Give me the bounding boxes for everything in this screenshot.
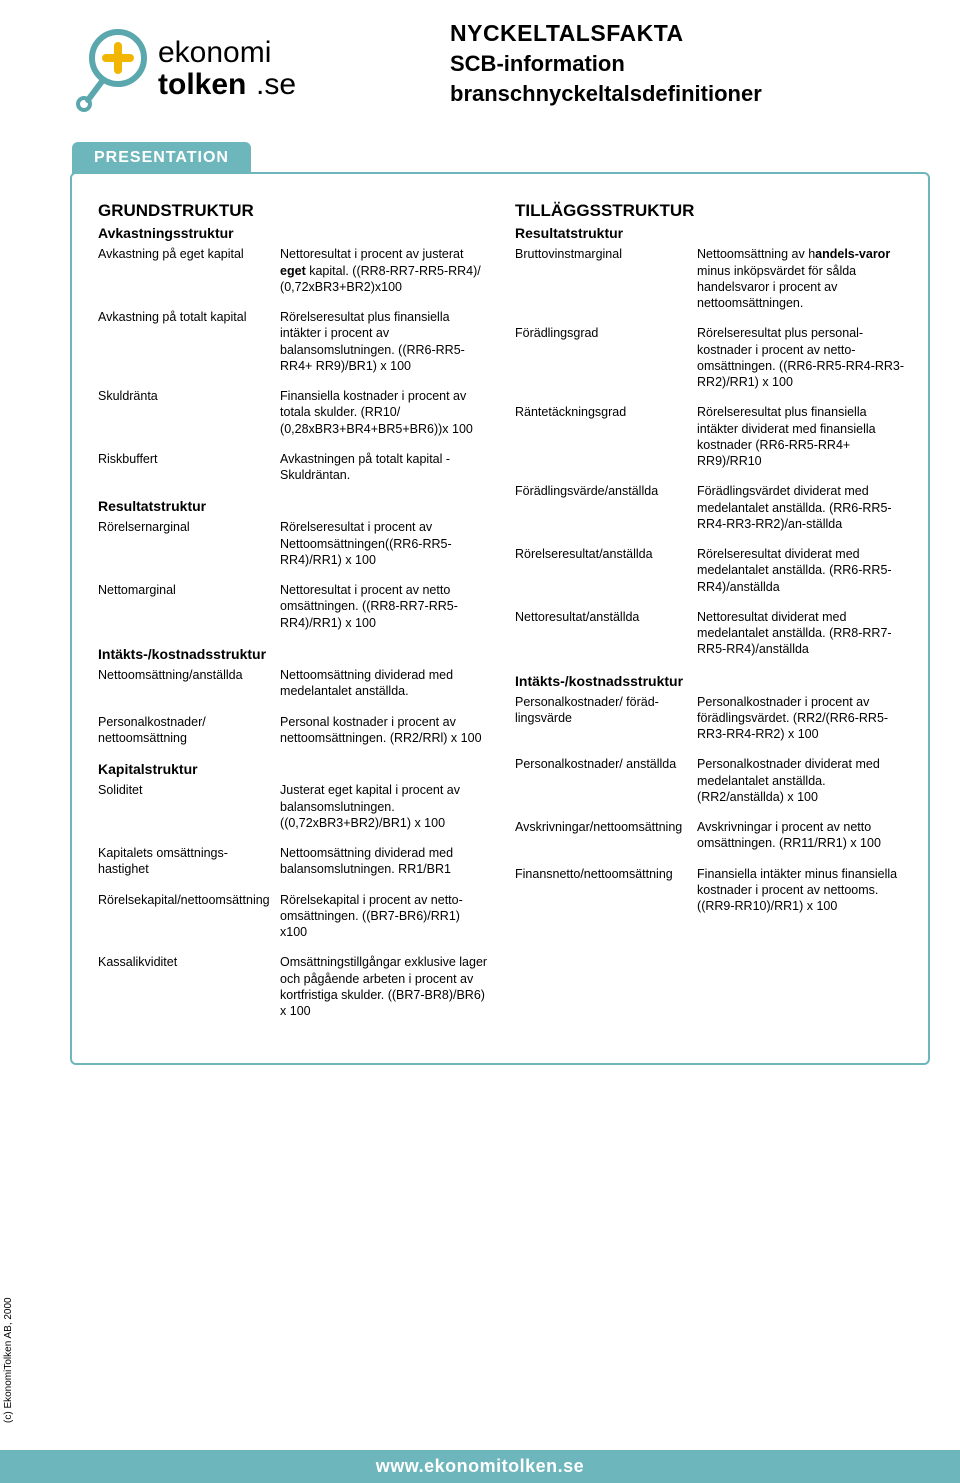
def-term: Personalkostnader/ föräd-lingsvärde: [515, 694, 687, 743]
def-row: Riskbuffert Avkastningen på totalt kapit…: [98, 451, 489, 484]
def-term: Nettomarginal: [98, 582, 270, 631]
section-kapital: Kapitalstruktur: [98, 760, 489, 778]
left-column: GRUNDSTRUKTUR Avkastningsstruktur Avkast…: [98, 200, 489, 1033]
def-row: Avkastning på totalt kapital Rörelseresu…: [98, 309, 489, 374]
def-term: Skuldränta: [98, 388, 270, 437]
page-title-1: NYCKELTALSFAKTA: [450, 20, 930, 47]
def-term: Kassalikviditet: [98, 954, 270, 1019]
def-desc: Avskrivningar i procent av netto omsättn…: [697, 819, 906, 852]
def-desc: Personal kostnader i procent av nettooms…: [280, 714, 489, 747]
def-term: Nettoresultat/anställda: [515, 609, 687, 658]
section-intakt-right: Intäkts-/kostnadsstruktur: [515, 672, 906, 690]
title-block: NYCKELTALSFAKTA SCB-information branschn…: [330, 18, 930, 107]
def-row: Räntetäckningsgrad Rörelseresultat plus …: [515, 404, 906, 469]
section-avkastning: Avkastningsstruktur: [98, 224, 489, 242]
def-row: Förädlingsgrad Rörelseresultat plus pers…: [515, 325, 906, 390]
def-row: Personalkostnader/ föräd-lingsvärde Pers…: [515, 694, 906, 743]
right-column: TILLÄGGSSTRUKTUR Resultatstruktur Brutto…: [515, 200, 906, 1033]
def-term: Bruttovinstmarginal: [515, 246, 687, 311]
def-desc: Rörelseresultat i procent av Nettoomsätt…: [280, 519, 489, 568]
def-row: Nettoomsättning/anställda Nettoomsättnin…: [98, 667, 489, 700]
def-row: Förädlingsvärde/anställda Förädlingsvärd…: [515, 483, 906, 532]
def-row: Kassalikviditet Omsättningstillgångar ex…: [98, 954, 489, 1019]
svg-text:ekonomi: ekonomi: [158, 36, 271, 69]
def-desc: Rörelseresultat plus finansiella intäkte…: [697, 404, 906, 469]
footer-url: www.ekonomitolken.se: [0, 1450, 960, 1483]
def-desc: Finansiella intäkter minus finansiella k…: [697, 866, 906, 915]
def-row: Personalkostnader/ nettoomsättning Perso…: [98, 714, 489, 747]
presentation-tab: PRESENTATION: [72, 142, 251, 174]
def-desc: Rörelseresultat plus finansiella intäkte…: [280, 309, 489, 374]
def-term: Soliditet: [98, 782, 270, 831]
def-desc: Personalkostnader i procent av förädling…: [697, 694, 906, 743]
def-desc: Nettoresultat i procent av justerat eget…: [280, 246, 489, 295]
def-row: Personalkostnader/ anställda Personalkos…: [515, 756, 906, 805]
section-resultat-right: Resultatstruktur: [515, 224, 906, 242]
svg-text:.se: .se: [256, 68, 296, 101]
def-desc: Rörelseresultat plus personal-kostnader …: [697, 325, 906, 390]
def-row: Bruttovinstmarginal Nettoomsättning av h…: [515, 246, 906, 311]
def-desc: Nettoomsättning av handels-varor minus i…: [697, 246, 906, 311]
def-desc: Personalkostnader dividerat med medelant…: [697, 756, 906, 805]
def-term: Förädlingsgrad: [515, 325, 687, 390]
def-desc: Förädlingsvärdet dividerat med medelanta…: [697, 483, 906, 532]
def-desc: Rörelsekapital i procent av netto-omsätt…: [280, 892, 489, 941]
def-desc: Finansiella kostnader i procent av total…: [280, 388, 489, 437]
def-desc: Nettoomsättning dividerad med balansomsl…: [280, 845, 489, 878]
def-term: Personalkostnader/ anställda: [515, 756, 687, 805]
def-row: Finansnetto/nettoomsättning Finansiella …: [515, 866, 906, 915]
def-desc: Rörelseresultat dividerat med medelantal…: [697, 546, 906, 595]
def-term: Riskbuffert: [98, 451, 270, 484]
def-term: Förädlingsvärde/anställda: [515, 483, 687, 532]
header: ekonomi tolken .se NYCKELTALSFAKTA SCB-i…: [70, 18, 930, 114]
def-desc: Justerat eget kapital i procent av balan…: [280, 782, 489, 831]
section-resultat-left: Resultatstruktur: [98, 497, 489, 515]
def-term: Kapitalets omsättnings-hastighet: [98, 845, 270, 878]
def-row: Skuldränta Finansiella kostnader i proce…: [98, 388, 489, 437]
right-main-heading: TILLÄGGSSTRUKTUR: [515, 200, 906, 222]
def-row: Nettomarginal Nettoresultat i procent av…: [98, 582, 489, 631]
def-desc: Nettoresultat i procent av netto omsättn…: [280, 582, 489, 631]
def-row: Avkastning på eget kapital Nettoresultat…: [98, 246, 489, 295]
def-row: Soliditet Justerat eget kapital i procen…: [98, 782, 489, 831]
section-intakt-left: Intäkts-/kostnadsstruktur: [98, 645, 489, 663]
def-desc: Omsättningstillgångar exklusive lager oc…: [280, 954, 489, 1019]
def-term: Räntetäckningsgrad: [515, 404, 687, 469]
def-term: Avskrivningar/nettoomsättning: [515, 819, 687, 852]
copyright: (c) EkonomiTolken AB, 2000: [3, 1297, 14, 1423]
def-desc: Nettoomsättning dividerad med medelantal…: [280, 667, 489, 700]
left-main-heading: GRUNDSTRUKTUR: [98, 200, 489, 222]
def-row: Rörelsekapital/nettoomsättning Rörelseka…: [98, 892, 489, 941]
def-row: Rörelseresultat/anställda Rörelseresulta…: [515, 546, 906, 595]
logo-svg: ekonomi tolken .se: [70, 22, 320, 114]
def-desc: Nettoresultat dividerat med medelantalet…: [697, 609, 906, 658]
def-term: Rörelsernarginal: [98, 519, 270, 568]
def-desc: Avkastningen på totalt kapital - Skuldrä…: [280, 451, 489, 484]
content-frame: GRUNDSTRUKTUR Avkastningsstruktur Avkast…: [70, 172, 930, 1065]
def-term: Avkastning på totalt kapital: [98, 309, 270, 374]
logo: ekonomi tolken .se: [70, 22, 330, 114]
def-term: Nettoomsättning/anställda: [98, 667, 270, 700]
page-title-2: SCB-information: [450, 51, 930, 77]
def-row: Avskrivningar/nettoomsättning Avskrivnin…: [515, 819, 906, 852]
page-title-3: branschnyckeltalsdefinitioner: [450, 81, 930, 107]
def-term: Rörelseresultat/anställda: [515, 546, 687, 595]
def-row: Nettoresultat/anställda Nettoresultat di…: [515, 609, 906, 658]
def-term: Personalkostnader/ nettoomsättning: [98, 714, 270, 747]
def-row: Rörelsernarginal Rörelseresultat i proce…: [98, 519, 489, 568]
def-row: Kapitalets omsättnings-hastighet Nettoom…: [98, 845, 489, 878]
def-term: Avkastning på eget kapital: [98, 246, 270, 295]
svg-text:tolken: tolken: [158, 68, 246, 101]
def-term: Rörelsekapital/nettoomsättning: [98, 892, 270, 941]
def-term: Finansnetto/nettoomsättning: [515, 866, 687, 915]
